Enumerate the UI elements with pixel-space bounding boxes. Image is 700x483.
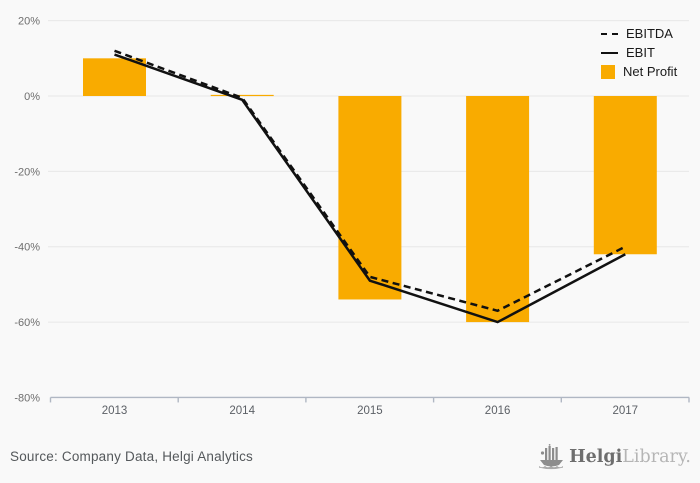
- svg-text:2016: 2016: [485, 405, 511, 417]
- helgi-ship-icon: [539, 444, 564, 470]
- legend-label: EBITDA: [626, 26, 673, 41]
- svg-text:2015: 2015: [357, 405, 383, 417]
- legend: EBITDA EBIT Net Profit: [601, 27, 677, 79]
- solid-line-icon: [601, 52, 618, 54]
- svg-text:0%: 0%: [24, 91, 40, 103]
- legend-label: EBIT: [626, 45, 655, 60]
- svg-text:-80%: -80%: [14, 392, 40, 404]
- svg-text:-40%: -40%: [14, 242, 40, 254]
- helgi-library-logo: HelgiLibrary.: [538, 444, 691, 470]
- legend-label: Net Profit: [623, 64, 678, 79]
- svg-text:2013: 2013: [102, 405, 128, 417]
- svg-text:-20%: -20%: [14, 166, 40, 178]
- legend-item-net-profit: Net Profit: [601, 65, 677, 79]
- svg-text:20%: 20%: [18, 16, 40, 28]
- bar-swatch-icon: [601, 65, 615, 79]
- svg-text:2017: 2017: [613, 405, 639, 417]
- svg-text:2014: 2014: [229, 405, 255, 417]
- dashed-line-icon: [601, 33, 618, 35]
- legend-item-ebitda: EBITDA: [601, 27, 677, 41]
- logo-brand-bold: Helgi: [569, 447, 623, 467]
- logo-text: HelgiLibrary.: [569, 444, 691, 470]
- svg-text:-60%: -60%: [14, 317, 40, 329]
- source-note: Source: Company Data, Helgi Analytics: [10, 449, 254, 464]
- legend-item-ebit: EBIT: [601, 46, 677, 60]
- logo-brand-light: Library.: [622, 447, 691, 467]
